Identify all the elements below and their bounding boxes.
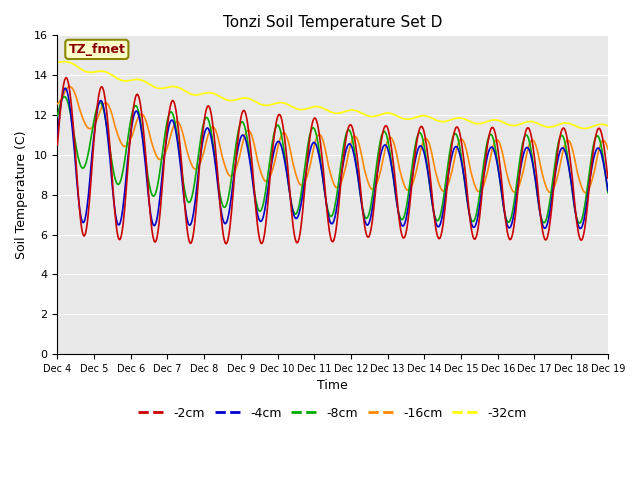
Text: TZ_fmet: TZ_fmet	[68, 43, 125, 56]
X-axis label: Time: Time	[317, 379, 348, 392]
Y-axis label: Soil Temperature (C): Soil Temperature (C)	[15, 131, 28, 259]
Legend: -2cm, -4cm, -8cm, -16cm, -32cm: -2cm, -4cm, -8cm, -16cm, -32cm	[133, 402, 532, 425]
Title: Tonzi Soil Temperature Set D: Tonzi Soil Temperature Set D	[223, 15, 442, 30]
